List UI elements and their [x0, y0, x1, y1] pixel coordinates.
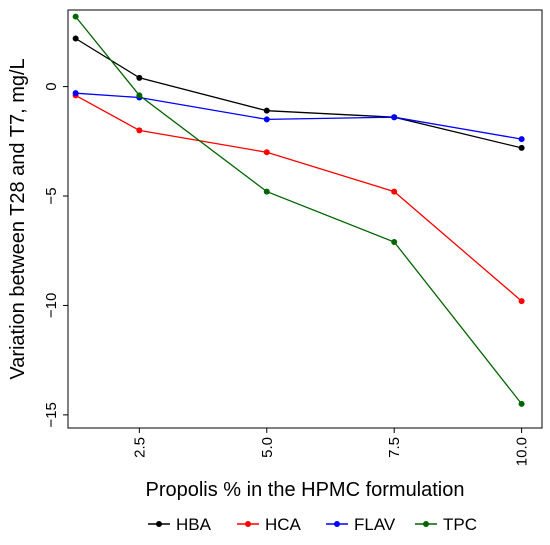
data-point-tpc: [518, 400, 525, 407]
y-axis-title: Variation between T28 and T7, mg/L: [7, 58, 29, 379]
legend-label-hca: HCA: [265, 515, 302, 534]
legend-label-hba: HBA: [176, 515, 212, 534]
data-point-hca: [136, 127, 143, 134]
y-tick-label: 0: [43, 82, 60, 90]
series-line-hca: [75, 94, 523, 302]
y-axis: 0 −5 −10 −15: [43, 82, 68, 428]
legend-item-flav: FLAV: [326, 515, 396, 534]
data-point-hba: [263, 107, 270, 114]
legend-swatch-dot: [245, 521, 251, 527]
x-tick-label: 10.0: [514, 437, 531, 466]
data-point-hca: [391, 188, 398, 195]
legend-label-tpc: TPC: [443, 515, 477, 534]
series-layer: [72, 13, 525, 407]
y-tick-label: −15: [43, 402, 60, 427]
legend-swatch-dot: [334, 521, 340, 527]
data-point-flav: [263, 116, 270, 123]
data-point-hba: [136, 74, 143, 81]
data-point-hba: [72, 35, 79, 42]
legend-swatch-dot: [156, 521, 162, 527]
series-line-tpc: [75, 16, 523, 405]
data-point-tpc: [263, 188, 270, 195]
legend: HBA HCA FLAV TPC: [148, 515, 477, 534]
x-axis: 2.5 5.0 7.5 10.0: [131, 428, 531, 466]
data-point-flav: [391, 114, 398, 121]
legend-item-tpc: TPC: [415, 515, 477, 534]
x-axis-title: Propolis % in the HPMC formulation: [145, 479, 464, 501]
legend-swatch-dot: [423, 521, 429, 527]
y-tick-label: −10: [43, 293, 60, 318]
data-point-hca: [518, 298, 525, 305]
legend-label-flav: FLAV: [354, 515, 396, 534]
data-point-tpc: [391, 238, 398, 245]
y-tick-label: −5: [43, 187, 60, 204]
data-point-tpc: [136, 92, 143, 99]
x-tick-label: 2.5: [131, 437, 148, 458]
x-tick-label: 7.5: [386, 437, 403, 458]
data-point-flav: [518, 136, 525, 143]
data-point-hca: [263, 149, 270, 156]
x-tick-label: 5.0: [259, 437, 276, 458]
data-point-tpc: [72, 13, 79, 20]
legend-item-hca: HCA: [237, 515, 302, 534]
data-point-hba: [518, 144, 525, 151]
plot-panel: [67, 9, 543, 429]
legend-item-hba: HBA: [148, 515, 212, 534]
data-point-flav: [72, 90, 79, 97]
